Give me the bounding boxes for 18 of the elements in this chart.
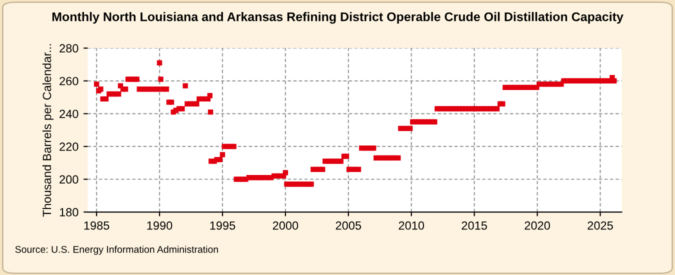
chart-title: Monthly North Louisiana and Arkansas Refining District Operable Crude Oil Distillation Capacity <box>52 12 624 24</box>
x-tick-label: 2000 <box>272 221 298 230</box>
x-tick-label: 2005 <box>336 221 362 230</box>
y-tick-label: 220 <box>60 142 78 151</box>
y-tick-label: 200 <box>60 175 78 184</box>
y-tick-label: 260 <box>60 76 78 86</box>
y-tick-label: 180 <box>60 208 78 216</box>
y-tick-label: 240 <box>60 110 78 118</box>
y-axis-title: Thousand Barrels per Calendar... <box>42 44 54 217</box>
x-tick-label: 2015 <box>462 221 487 230</box>
x-tick-label: 2020 <box>524 221 550 230</box>
y-tick-label: 280 <box>60 44 78 53</box>
x-tick-label: 2025 <box>588 221 613 230</box>
x-tick-label: 2010 <box>398 221 424 230</box>
x-tick-label: 1995 <box>210 221 236 230</box>
x-tick-label: 1990 <box>147 221 172 230</box>
x-tick-label: 1985 <box>84 221 110 230</box>
source-note: Source: U.S. Energy Information Administration <box>15 246 218 255</box>
